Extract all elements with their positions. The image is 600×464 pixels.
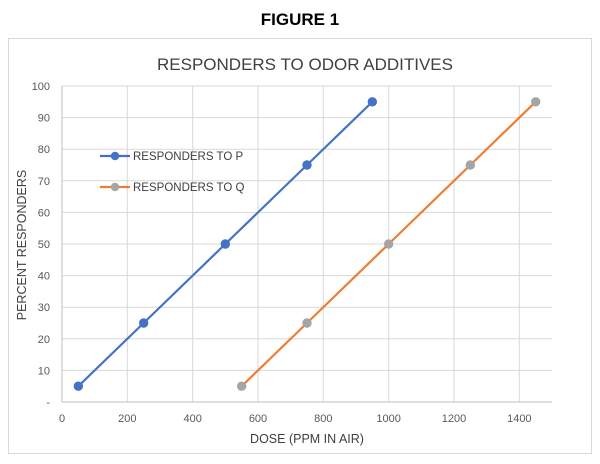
- y-tick-label: 70: [38, 176, 50, 188]
- y-tick-label: 80: [38, 144, 50, 156]
- x-tick-label: 0: [59, 413, 65, 425]
- data-point: [302, 160, 312, 170]
- y-tick-label: 90: [38, 113, 50, 125]
- figure-label: FIGURE 1: [260, 10, 340, 29]
- y-tick-label: 40: [38, 271, 50, 283]
- data-point: [367, 97, 378, 107]
- y-tick-label: 10: [38, 365, 50, 377]
- legend: RESPONDERS TO P RESPONDERS TO Q: [100, 151, 244, 194]
- data-point: [73, 381, 84, 391]
- data-point: [302, 318, 312, 328]
- gridlines: [62, 85, 552, 402]
- axes: [61, 86, 552, 403]
- legend-label: RESPONDERS TO Q: [133, 182, 244, 194]
- data-point: [530, 97, 541, 107]
- y-tick-label: 60: [38, 207, 50, 219]
- series-layer: [73, 97, 541, 391]
- x-tick-label: 1000: [376, 413, 400, 425]
- data-point: [236, 381, 247, 391]
- y-axis-title: PERCENT RESPONDERS: [15, 170, 29, 321]
- y-tick-label: 100: [32, 81, 50, 93]
- x-tick-label: 1400: [507, 413, 531, 425]
- x-tick-label: 800: [314, 413, 332, 425]
- data-point: [383, 239, 394, 249]
- data-point: [465, 160, 476, 170]
- x-tick-label: 600: [249, 413, 267, 425]
- legend-marker: [110, 182, 120, 192]
- y-tick-label: -: [46, 397, 50, 409]
- x-tick-label: 200: [118, 413, 136, 425]
- x-tick-label: 400: [183, 413, 201, 425]
- y-tick-label: 20: [38, 334, 50, 346]
- x-tick-labels: 0 200 400 600 800 1000 1200 1400: [59, 413, 532, 425]
- data-point: [220, 239, 231, 249]
- x-tick-label: 1200: [442, 413, 466, 425]
- data-point: [138, 318, 149, 328]
- x-axis-title: DOSE (PPM IN AIR): [250, 432, 364, 446]
- y-tick-label: 30: [38, 302, 50, 314]
- legend-label: RESPONDERS TO P: [133, 151, 243, 163]
- y-tick-label: 50: [38, 239, 50, 251]
- chart-frame: [8, 38, 592, 454]
- legend-marker: [110, 151, 120, 161]
- y-tick-labels: - 10 20 30 40 50 60 70 80 90 100: [32, 81, 51, 409]
- chart-title: RESPONDERS TO ODOR ADDITIVES: [157, 55, 453, 74]
